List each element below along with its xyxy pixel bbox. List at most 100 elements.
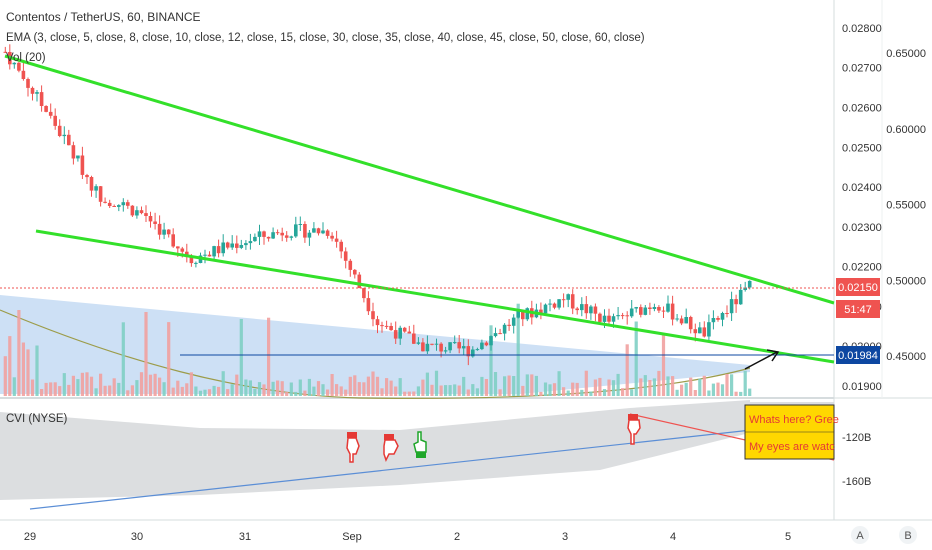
trendline-upper[interactable] (4, 54, 835, 305)
volume-bar (307, 378, 311, 396)
axis-mode-buttons[interactable]: A B (851, 526, 917, 544)
volume-bar (734, 391, 738, 396)
cvi-title[interactable]: CVI (NYSE) (6, 413, 68, 425)
volume-bar (21, 342, 25, 396)
volume-bar (748, 388, 752, 396)
candle-body (734, 299, 738, 305)
candle-body (502, 324, 507, 334)
volume-tick-label: 0.55000 (886, 200, 926, 212)
volume-bar (44, 382, 48, 396)
volume-bar (639, 378, 643, 396)
volume-bar (267, 317, 271, 396)
volume-bar (557, 371, 561, 396)
volume-bar (671, 376, 675, 396)
candle-body (85, 175, 89, 178)
candle-body (334, 238, 339, 242)
volume-bar (475, 388, 479, 396)
candle-body (253, 236, 257, 242)
candle-body (289, 236, 294, 238)
candle-body (511, 317, 516, 326)
candle-body (162, 229, 166, 235)
candle-body (493, 333, 498, 337)
volume-bar (407, 391, 411, 396)
volume-bar (566, 390, 570, 396)
volume-bar (507, 375, 511, 396)
time-axis[interactable]: 29 30 31 Sep 2 3 4 5 (24, 531, 791, 543)
candle-body (489, 336, 493, 346)
candle-body (443, 350, 448, 352)
volume-bar (76, 379, 80, 396)
volume-bar (661, 334, 666, 396)
volume-bar (230, 384, 234, 396)
candle-body (362, 288, 366, 299)
candle-body (212, 246, 216, 257)
candle-body (307, 232, 312, 238)
candle-body (584, 304, 589, 314)
cvi-pane[interactable]: CVI (NYSE) -120B -160B Whats here? Gree … (0, 400, 871, 510)
candle-body (652, 307, 657, 309)
volume-bar (675, 389, 679, 396)
volume-bar (571, 382, 575, 396)
volume-bar (248, 380, 252, 396)
candle-body (747, 280, 752, 288)
volume-bar (189, 372, 193, 396)
volume-bar (448, 385, 452, 396)
volume-bar (462, 376, 466, 396)
candle-body (248, 241, 253, 244)
volume-bar (103, 385, 107, 396)
candle-body (698, 327, 702, 334)
volume-bar (135, 380, 139, 396)
volume-bar (17, 310, 21, 396)
volume-bar (117, 382, 121, 396)
candle-body (166, 229, 171, 235)
trendline-lower[interactable] (35, 229, 835, 364)
candle-body (507, 324, 511, 326)
time-tick-label: 5 (785, 531, 791, 543)
candle-body (303, 224, 307, 238)
candle-body (330, 235, 334, 239)
candle-body (629, 308, 634, 317)
note-box[interactable]: Whats here? Gree My eyes are watc (744, 404, 839, 460)
candle-body (702, 327, 707, 337)
candle-body (620, 315, 625, 317)
current-price-value: 0.02150 (838, 282, 878, 294)
button-b[interactable] (899, 526, 917, 544)
time-tick-label: 29 (24, 531, 36, 543)
candle-body (425, 343, 430, 352)
volume-bar (176, 380, 180, 396)
candle-body (12, 62, 17, 65)
candle-body (461, 346, 466, 349)
cvi-tick-2: -160B (842, 476, 871, 488)
volume-legend[interactable]: Vol (20) (6, 52, 46, 64)
candle-body (634, 307, 638, 309)
volume-bar (484, 379, 488, 396)
candle-body (480, 342, 484, 350)
candle-body (725, 313, 729, 314)
volume-bar (253, 388, 257, 396)
volume-bar (725, 374, 729, 396)
volume-bar (593, 379, 597, 396)
volume-bar (743, 370, 747, 396)
volume-bar (326, 389, 330, 396)
volume-bar (730, 374, 734, 396)
volume-bar (362, 382, 366, 396)
volume-tick-label: 0.50000 (886, 275, 926, 287)
candle-body (171, 234, 175, 247)
candle-body (666, 303, 670, 312)
arrow-annotation[interactable] (744, 349, 780, 370)
volume-bar (684, 382, 688, 396)
volume-bar (611, 380, 616, 396)
volume-bar (12, 377, 16, 396)
button-a[interactable] (851, 526, 869, 544)
candle-body (298, 224, 303, 225)
volume-bar (503, 376, 507, 396)
button-a-label: A (856, 530, 864, 542)
ema-legend[interactable]: EMA (3, close, 5, close, 8, close, 10, c… (6, 32, 645, 44)
volume-bar (589, 391, 593, 396)
cvi-trend-blue[interactable] (29, 420, 835, 510)
volume-tick-label: 0.65000 (886, 48, 926, 60)
volume-bar (680, 384, 684, 396)
candle-body (611, 316, 616, 322)
volume-bar (194, 386, 198, 396)
